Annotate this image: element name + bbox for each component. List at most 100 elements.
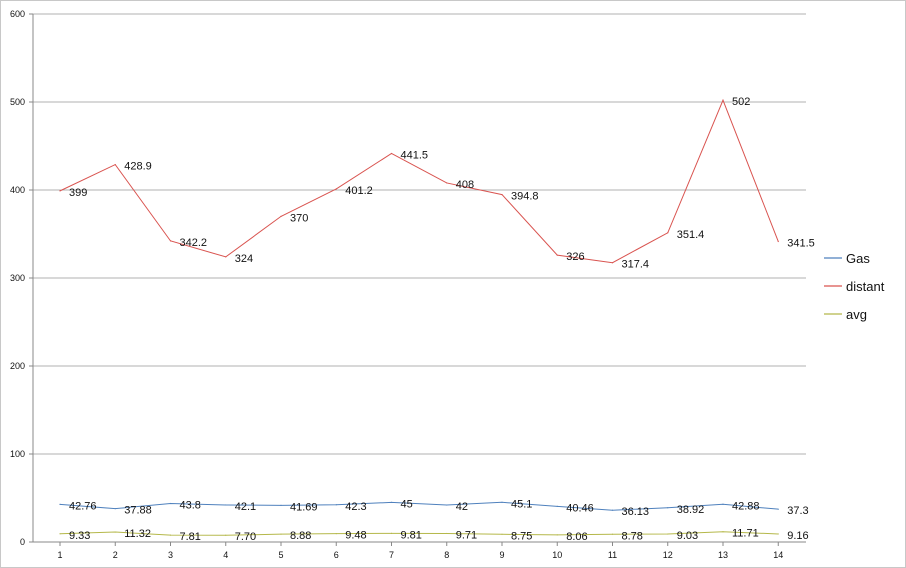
data-label: 324 (235, 253, 253, 265)
data-label: 9.48 (345, 530, 366, 542)
data-point (446, 182, 448, 184)
data-point (611, 509, 614, 511)
data-label: 9.16 (787, 530, 808, 542)
x-tick-label: 10 (552, 550, 562, 560)
data-label: 37.3 (787, 505, 808, 517)
data-label: 394.8 (511, 191, 539, 203)
data-point (390, 501, 393, 503)
data-label: 441.5 (401, 149, 429, 161)
data-point (556, 505, 558, 507)
series (59, 98, 779, 536)
data-label: 351.4 (677, 229, 705, 241)
data-point (280, 504, 282, 506)
legend-label-Gas: Gas (846, 251, 870, 266)
data-label: 8.88 (290, 530, 311, 542)
data-point (667, 232, 669, 234)
x-tick-label: 5 (278, 550, 283, 560)
data-point (335, 188, 337, 190)
data-label: 7.70 (235, 531, 256, 543)
data-label: 399 (69, 187, 87, 199)
data-label: 9.71 (456, 529, 477, 541)
data-label: 11.32 (124, 528, 151, 540)
y-tick-label: 500 (10, 97, 25, 107)
y-tick-label: 400 (10, 185, 25, 195)
x-tick-label: 6 (334, 550, 339, 560)
y-tick-label: 200 (10, 361, 25, 371)
data-point (335, 504, 337, 506)
legend: Gas distant avg (824, 251, 885, 322)
series-line-Gas (59, 501, 779, 511)
data-label: 502 (732, 96, 750, 108)
x-tick-label: 9 (499, 550, 504, 560)
data-point (611, 533, 614, 535)
x-tick-label: 14 (773, 550, 783, 560)
x-tick-label: 13 (718, 550, 728, 560)
data-point (390, 152, 393, 155)
data-point (777, 533, 779, 535)
y-tick-label: 600 (10, 9, 25, 19)
data-point (446, 532, 448, 535)
series-line-distant (59, 98, 779, 264)
data-point (59, 503, 61, 505)
data-label: 38.92 (677, 504, 705, 516)
data-point (280, 533, 282, 535)
data-label: 326 (566, 251, 584, 263)
data-point (114, 163, 116, 166)
data-point (225, 256, 227, 258)
data-point (59, 533, 61, 535)
data-label: 42.88 (732, 500, 760, 512)
data-label: 41.69 (290, 501, 318, 513)
data-label: 37.88 (124, 505, 152, 517)
data-point (501, 193, 503, 196)
data-label: 42.1 (235, 501, 256, 513)
data-point (390, 532, 393, 534)
data-label: 7.81 (180, 531, 201, 543)
data-label: 9.03 (677, 530, 698, 542)
data-point (777, 240, 779, 243)
x-tick-label: 7 (389, 550, 394, 560)
data-labels: 42.76 37.88 43.8 42.1 41.69 42.3 45 42 45.1 40.46… (69, 96, 815, 543)
data-point (446, 504, 448, 506)
data-label: 317.4 (622, 259, 650, 271)
legend-label-distant: distant (846, 279, 885, 294)
data-point (777, 508, 779, 510)
data-label: 401.2 (345, 185, 373, 197)
data-point (280, 215, 282, 217)
data-point (556, 534, 558, 536)
data-point (722, 503, 724, 505)
data-label: 36.13 (622, 506, 650, 518)
data-point (225, 504, 227, 506)
data-point (59, 190, 61, 192)
data-label: 42 (456, 501, 468, 513)
data-point (114, 508, 116, 510)
data-point (501, 533, 503, 535)
data-label: 40.46 (566, 502, 594, 514)
x-tick-label: 3 (168, 550, 173, 560)
data-label: 342.2 (180, 237, 208, 249)
data-point (501, 501, 503, 503)
gridlines (33, 13, 806, 455)
data-point (667, 533, 669, 535)
x-tick-label: 11 (608, 550, 617, 560)
x-tick-label: 1 (57, 550, 62, 560)
data-point (335, 533, 337, 535)
x-tick-label: 4 (223, 550, 228, 560)
data-label: 8.06 (566, 531, 587, 543)
data-label: 9.33 (69, 530, 90, 542)
x-tick-label: 2 (113, 550, 118, 560)
y-tick-label: 300 (10, 273, 25, 283)
data-label: 341.5 (787, 237, 815, 249)
legend-label-avg: avg (846, 307, 867, 322)
data-point (722, 531, 724, 533)
data-label: 8.78 (622, 530, 643, 542)
data-point (169, 502, 172, 505)
data-point (169, 240, 172, 242)
data-label: 408 (456, 179, 474, 191)
data-label: 42.76 (69, 500, 97, 512)
data-label: 11.71 (732, 528, 759, 540)
data-point (556, 254, 558, 256)
data-point (169, 534, 172, 536)
data-point (225, 534, 227, 536)
